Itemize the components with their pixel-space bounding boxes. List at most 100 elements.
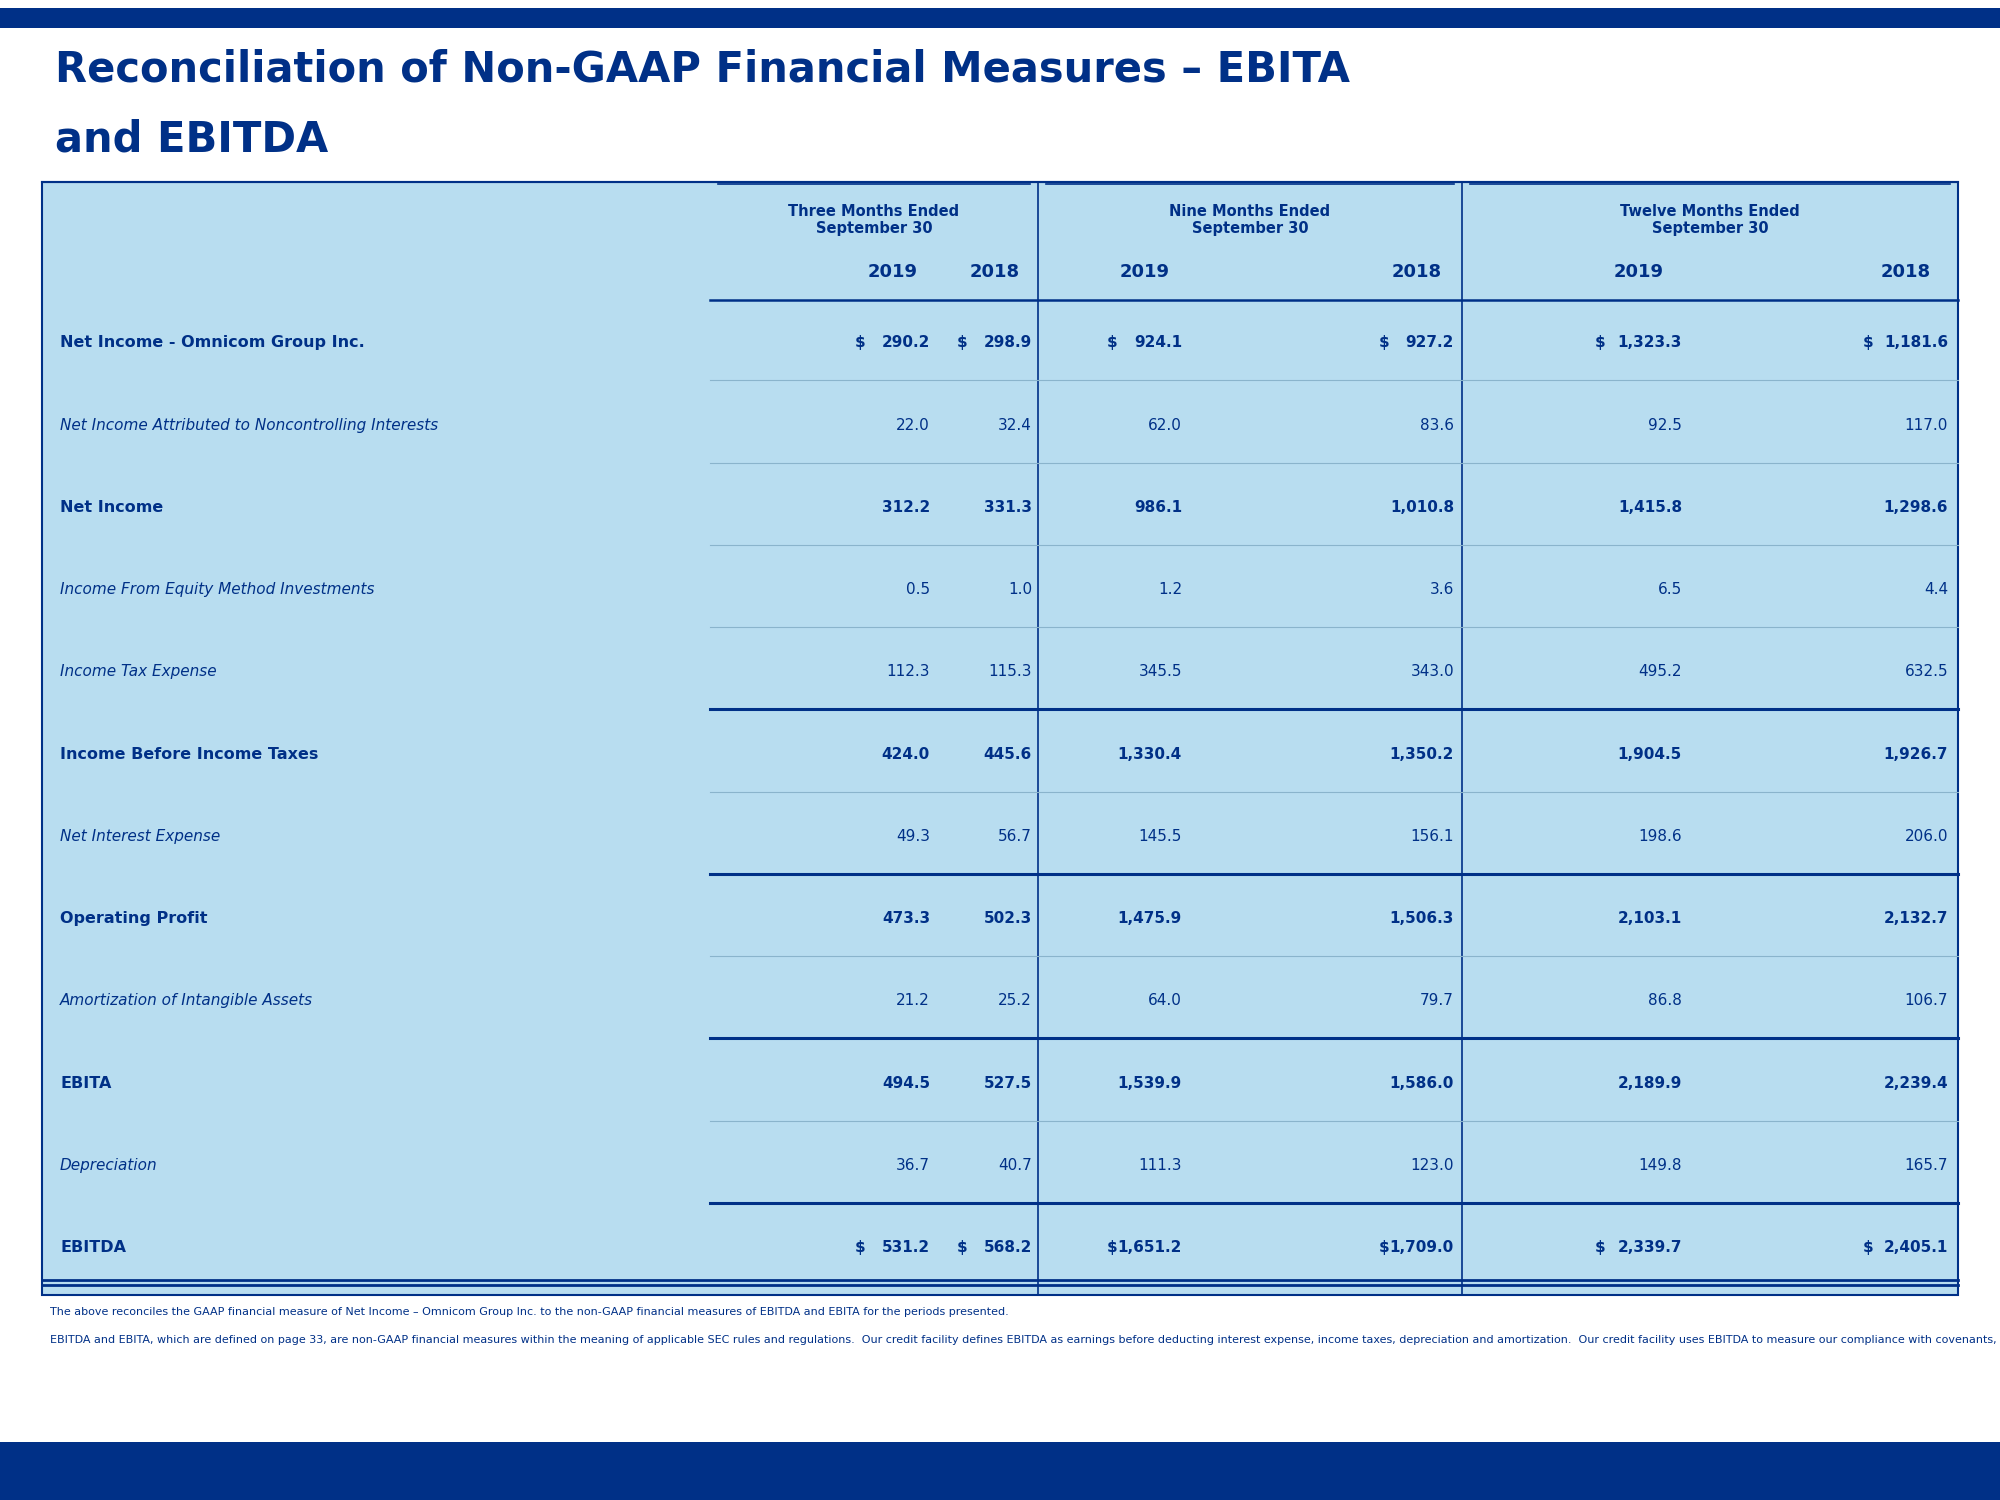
Text: 1,926.7: 1,926.7 [1884,747,1948,762]
Text: $: $ [856,1240,866,1256]
Text: EBITDA: EBITDA [60,1240,126,1256]
Text: 531.2: 531.2 [882,1240,930,1256]
Text: 1.0: 1.0 [1008,582,1032,597]
Bar [0,1442,2000,1500]
Text: 1,475.9: 1,475.9 [1118,910,1182,926]
Text: 1,350.2: 1,350.2 [1390,747,1454,762]
Text: Operating Profit: Operating Profit [60,910,208,926]
Text: 6.5: 6.5 [1658,582,1682,597]
Text: Net Interest Expense: Net Interest Expense [60,830,220,844]
Text: $: $ [1380,1240,1390,1256]
Text: 927.2: 927.2 [1406,336,1454,351]
Bar [42,182,1958,1294]
Text: 2019: 2019 [1614,262,1664,280]
Text: 2,103.1: 2,103.1 [1618,910,1682,926]
Text: The above reconciles the GAAP financial measure of Net Income – Omnicom Group In: The above reconciles the GAAP financial … [50,1306,1008,1317]
Text: 527.5: 527.5 [984,1076,1032,1090]
Text: $: $ [958,336,968,351]
Text: 2,239.4: 2,239.4 [1884,1076,1948,1090]
Text: $: $ [1596,336,1606,351]
Text: 62.0: 62.0 [1148,417,1182,432]
Text: 0.5: 0.5 [906,582,930,597]
Text: $: $ [1864,1240,1874,1256]
Text: 290.2: 290.2 [882,336,930,351]
Text: 2018: 2018 [1392,262,1442,280]
Text: 115.3: 115.3 [988,664,1032,680]
Text: 312.2: 312.2 [882,500,930,514]
Text: 1,415.8: 1,415.8 [1618,500,1682,514]
Text: 2019: 2019 [868,262,918,280]
Text: 1,506.3: 1,506.3 [1390,910,1454,926]
Text: 206.0: 206.0 [1904,830,1948,844]
Text: Twelve Months Ended
September 30: Twelve Months Ended September 30 [1620,204,1800,236]
Text: $: $ [1864,336,1874,351]
Text: 86.8: 86.8 [1648,993,1682,1008]
Text: 343.0: 343.0 [1410,664,1454,680]
Text: 56.7: 56.7 [998,830,1032,844]
Text: 2,189.9: 2,189.9 [1618,1076,1682,1090]
Text: 424.0: 424.0 [882,747,930,762]
Text: Amortization of Intangible Assets: Amortization of Intangible Assets [60,993,314,1008]
Text: 83.6: 83.6 [1420,417,1454,432]
Text: 92.5: 92.5 [1648,417,1682,432]
Text: 2019: 2019 [1120,262,1170,280]
Text: 345.5: 345.5 [1138,664,1182,680]
Text: 1,904.5: 1,904.5 [1618,747,1682,762]
Text: 1,651.2: 1,651.2 [1118,1240,1182,1256]
Text: 2018: 2018 [970,262,1020,280]
Text: 1,298.6: 1,298.6 [1884,500,1948,514]
Text: 117.0: 117.0 [1904,417,1948,432]
Text: 1,010.8: 1,010.8 [1390,500,1454,514]
Text: OmnicomGroup: OmnicomGroup [56,1461,224,1480]
Text: 495.2: 495.2 [1638,664,1682,680]
Text: $: $ [958,1240,968,1256]
Text: 112.3: 112.3 [886,664,930,680]
Text: 1,709.0: 1,709.0 [1390,1240,1454,1256]
Text: $: $ [1108,336,1118,351]
Text: 3.6: 3.6 [1430,582,1454,597]
Text: 25.2: 25.2 [998,993,1032,1008]
Text: Net Income: Net Income [60,500,164,514]
Text: 156.1: 156.1 [1410,830,1454,844]
Text: 1,586.0: 1,586.0 [1390,1076,1454,1090]
Text: Reconciliation of Non-GAAP Financial Measures – EBITA: Reconciliation of Non-GAAP Financial Mea… [56,48,1350,90]
Bar [0,8,2000,28]
Text: $: $ [1108,1240,1118,1256]
Text: 49.3: 49.3 [896,830,930,844]
Text: 924.1: 924.1 [1134,336,1182,351]
Text: 2,405.1: 2,405.1 [1884,1240,1948,1256]
Text: 2,339.7: 2,339.7 [1618,1240,1682,1256]
Text: 986.1: 986.1 [1134,500,1182,514]
Text: 1,181.6: 1,181.6 [1884,336,1948,351]
Text: EBITDA and EBITA, which are defined on page 33, are non-GAAP financial measures : EBITDA and EBITA, which are defined on p… [50,1335,2000,1346]
Text: 111.3: 111.3 [1138,1158,1182,1173]
Text: Net Income Attributed to Noncontrolling Interests: Net Income Attributed to Noncontrolling … [60,417,438,432]
Text: 568.2: 568.2 [984,1240,1032,1256]
Text: 1.2: 1.2 [1158,582,1182,597]
Text: Nine Months Ended
September 30: Nine Months Ended September 30 [1170,204,1330,236]
Text: $: $ [856,336,866,351]
Text: and EBITDA: and EBITDA [56,118,328,160]
Text: EBITA: EBITA [60,1076,112,1090]
Text: 331.3: 331.3 [984,500,1032,514]
Text: 64.0: 64.0 [1148,993,1182,1008]
Text: 2,132.7: 2,132.7 [1884,910,1948,926]
Text: Net Income - Omnicom Group Inc.: Net Income - Omnicom Group Inc. [60,336,364,351]
Text: 149.8: 149.8 [1638,1158,1682,1173]
Text: Income From Equity Method Investments: Income From Equity Method Investments [60,582,374,597]
Text: 632.5: 632.5 [1904,664,1948,680]
Text: Income Before Income Taxes: Income Before Income Taxes [60,747,318,762]
Text: 1,539.9: 1,539.9 [1118,1076,1182,1090]
Text: 494.5: 494.5 [882,1076,930,1090]
Text: 145.5: 145.5 [1138,830,1182,844]
Text: Three Months Ended
September 30: Three Months Ended September 30 [788,204,960,236]
Text: 32.4: 32.4 [998,417,1032,432]
Text: 2018: 2018 [1880,262,1930,280]
Text: Income Tax Expense: Income Tax Expense [60,664,216,680]
Text: 40.7: 40.7 [998,1158,1032,1173]
Text: Depreciation: Depreciation [60,1158,158,1173]
Text: October 15, 2019: October 15, 2019 [928,1462,1072,1480]
Text: 1,323.3: 1,323.3 [1618,336,1682,351]
Text: 198.6: 198.6 [1638,830,1682,844]
Text: 22.0: 22.0 [896,417,930,432]
